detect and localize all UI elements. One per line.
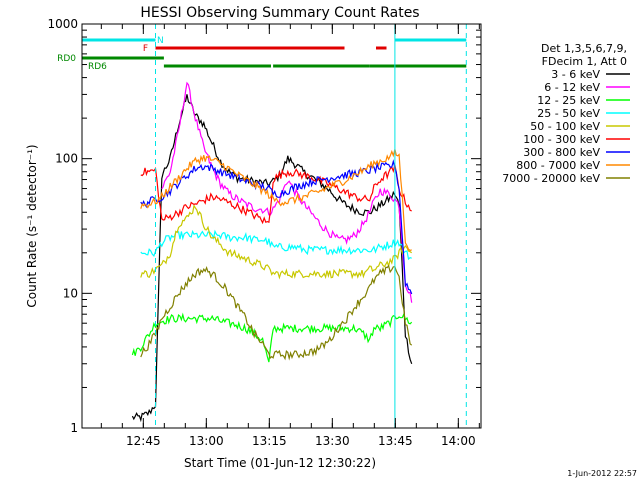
flag-label-f: F — [143, 44, 148, 54]
legend: Det 1,3,5,6,7,9,FDecim 1, Att 03 - 6 keV… — [502, 42, 630, 185]
y-tick-label: 1000 — [47, 17, 78, 31]
legend-label-100-300-kev: 100 - 300 keV — [523, 133, 600, 146]
series-line-800-7000-kev — [140, 149, 412, 252]
y-tick-label: 10 — [63, 286, 78, 300]
y-tick-label: 100 — [55, 152, 78, 166]
x-tick-label: 13:30 — [315, 434, 350, 448]
legend-header: FDecim 1, Att 0 — [542, 55, 627, 68]
series-line-50-100-kev — [140, 203, 413, 280]
timestamp: 1-Jun-2012 22:57 — [567, 469, 637, 478]
legend-label-6-12-kev: 6 - 12 keV — [544, 81, 600, 94]
x-tick-label: 13:15 — [252, 434, 287, 448]
series-line-7000-20000-kev — [140, 264, 413, 361]
series-line-6-12-kev — [161, 81, 413, 303]
series-line-3-6-kev — [131, 94, 413, 423]
y-axis-label: Count Rate (s⁻¹ detector⁻¹) — [25, 144, 39, 307]
x-tick-label: 14:00 — [441, 434, 476, 448]
series-line-25-50-kev — [140, 229, 412, 261]
chart-title: HESSI Observing Summary Count Rates — [140, 5, 419, 21]
legend-header: Det 1,3,5,6,7,9, — [541, 42, 627, 55]
y-axis: 1 10 100 1000 — [47, 17, 481, 435]
legend-label-3-6-kev: 3 - 6 keV — [551, 68, 600, 81]
attenuator-lines — [81, 24, 467, 428]
legend-label-300-800-kev: 300 - 800 keV — [523, 146, 600, 159]
series-line-100-300-kev — [140, 164, 412, 225]
series-lines — [131, 81, 413, 423]
plot-frame — [81, 23, 482, 429]
flag-label-rd0: RD0 — [57, 54, 76, 64]
x-axis: 12:45 13:00 13:15 13:30 13:45 14:00 — [100, 24, 480, 448]
x-tick-label: 13:45 — [378, 434, 413, 448]
flag-label-n: N — [157, 36, 164, 46]
legend-label-25-50-kev: 25 - 50 keV — [537, 107, 600, 120]
x-axis-label: Start Time (01-Jun-12 12:30:22) — [184, 456, 376, 470]
legend-label-12-25-kev: 12 - 25 keV — [537, 94, 600, 107]
series-line-300-800-kev — [140, 159, 413, 295]
y-tick-label: 1 — [70, 421, 78, 435]
legend-label-7000-20000-kev: 7000 - 20000 keV — [502, 172, 600, 185]
x-tick-label: 12:45 — [126, 434, 161, 448]
flag-label-rd6: RD6 — [88, 62, 107, 72]
flag-bars: NF RD0 RD6 — [57, 36, 467, 72]
legend-label-800-7000-kev: 800 - 7000 keV — [516, 159, 600, 172]
legend-label-50-100-kev: 50 - 100 keV — [530, 120, 600, 133]
x-tick-label: 13:00 — [189, 434, 224, 448]
series-line-12-25-kev — [131, 312, 413, 363]
